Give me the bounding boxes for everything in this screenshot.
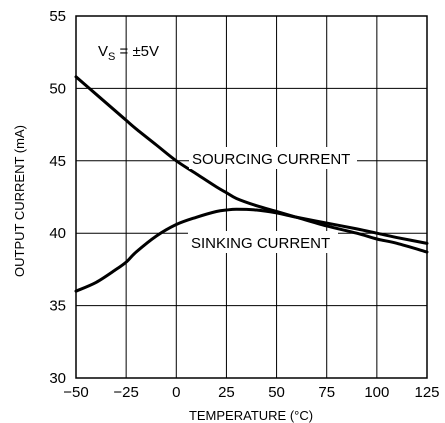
x-tick-label: 125 bbox=[414, 384, 439, 401]
condition-subscript: S bbox=[108, 51, 115, 63]
x-tick-label: 75 bbox=[318, 384, 335, 401]
condition-suffix: = ±5V bbox=[115, 43, 159, 60]
x-tick-label: 100 bbox=[364, 384, 389, 401]
condition-label: VS = ±5V bbox=[98, 43, 159, 63]
y-tick-label: 50 bbox=[49, 80, 66, 97]
sinking-current-label: SINKING CURRENT bbox=[191, 235, 330, 252]
x-tick-label: −25 bbox=[113, 384, 138, 401]
sourcing-current-line bbox=[74, 75, 429, 254]
sourcing-label-bg bbox=[189, 147, 357, 169]
y-tick-label: 45 bbox=[49, 153, 66, 170]
grid-lines bbox=[75, 15, 428, 379]
y-axis-title: OUTPUT CURRENT (mA) bbox=[12, 125, 27, 277]
y-tick-label: 40 bbox=[49, 225, 66, 242]
series-layer bbox=[74, 75, 429, 293]
tick-labels: −50 −25 0 25 50 75 100 125 30 35 40 45 50 55 bbox=[49, 8, 439, 401]
x-tick-label: −50 bbox=[63, 384, 88, 401]
y-tick-label: 35 bbox=[49, 298, 66, 315]
sinking-current-line bbox=[74, 207, 429, 293]
y-tick-label: 55 bbox=[49, 8, 66, 25]
x-tick-label: 0 bbox=[172, 384, 180, 401]
sinking-label-bg bbox=[188, 231, 338, 253]
y-tick-label: 30 bbox=[49, 370, 66, 387]
condition-prefix: V bbox=[98, 43, 108, 60]
x-tick-label: 25 bbox=[218, 384, 235, 401]
plot-frame bbox=[75, 15, 428, 379]
x-axis-title: TEMPERATURE (°C) bbox=[189, 408, 313, 423]
x-tick-label: 50 bbox=[268, 384, 285, 401]
sourcing-current-label: SOURCING CURRENT bbox=[192, 151, 350, 168]
